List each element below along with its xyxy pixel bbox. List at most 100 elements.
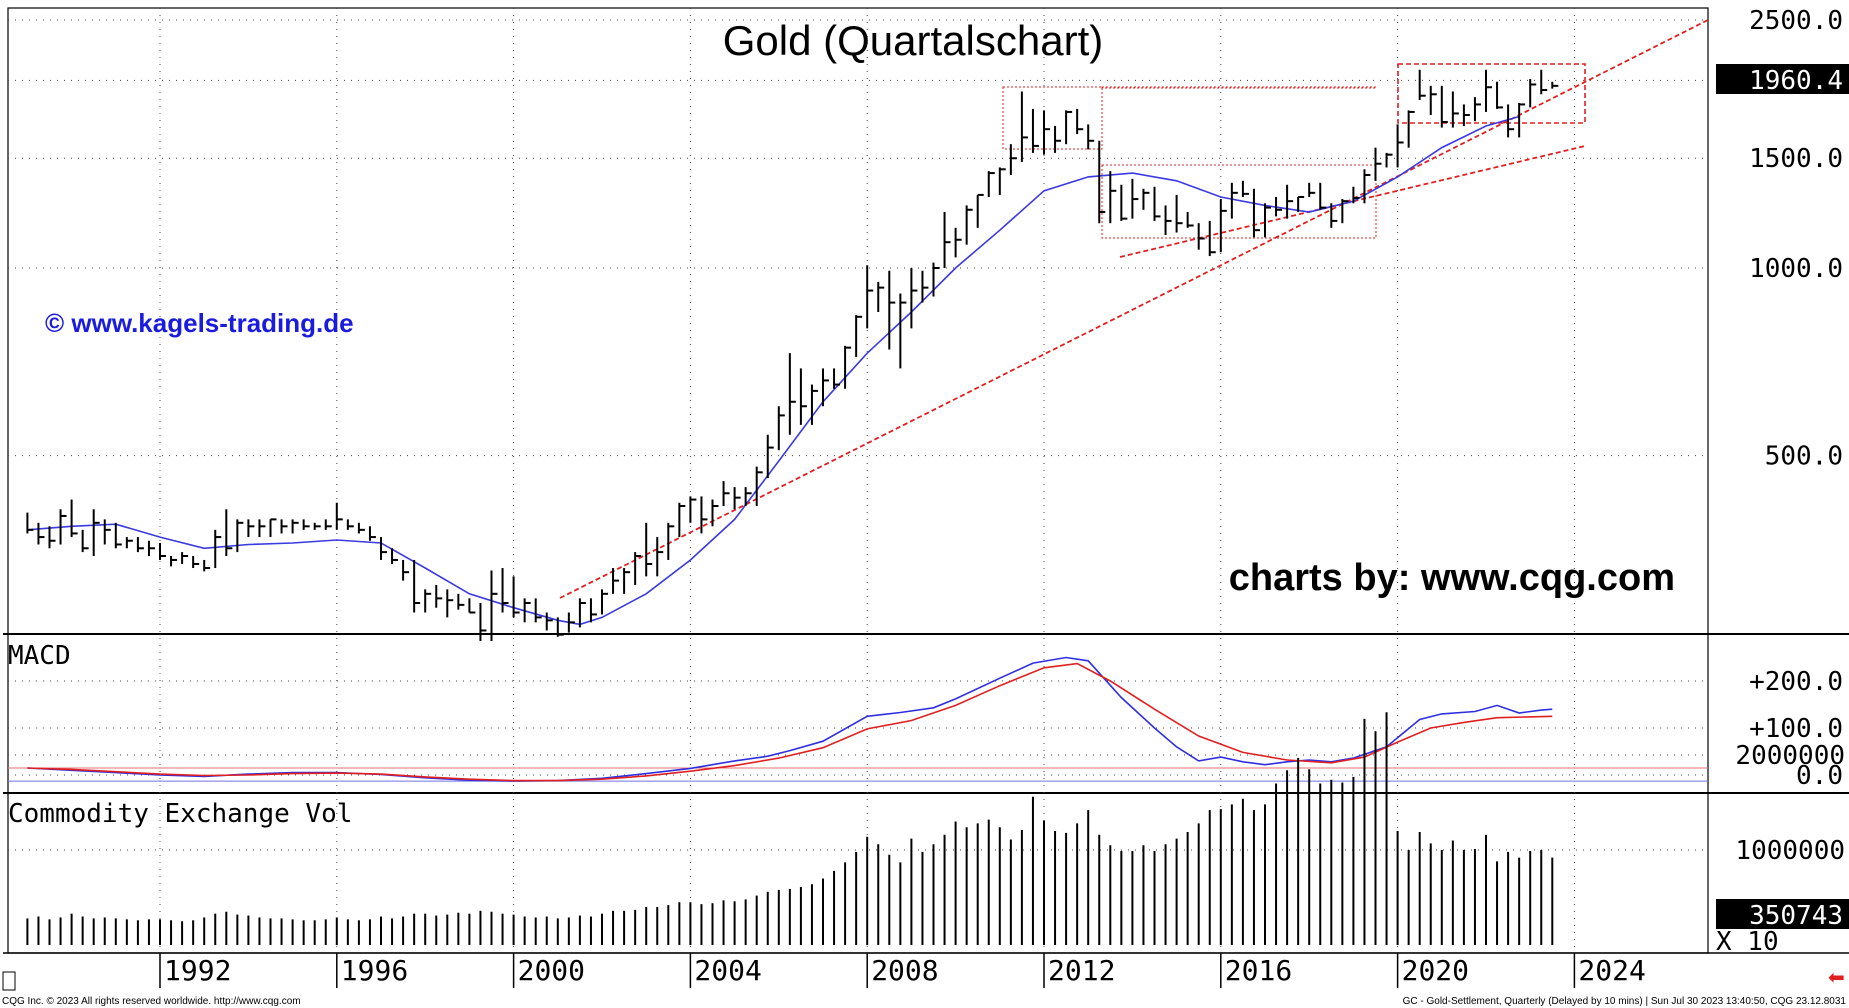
price-bar (26, 512, 34, 534)
price-bar (1551, 81, 1559, 89)
price-bar (844, 345, 852, 389)
price-bar (368, 526, 376, 541)
price-bar (1374, 147, 1382, 181)
scroll-right-arrow-icon[interactable]: ⬅ (1828, 965, 1845, 989)
trendlines (559, 19, 1709, 599)
current-range-box (1397, 63, 1586, 124)
price-bar (1429, 85, 1437, 115)
x-tick-label-2004: 2004 (694, 954, 761, 987)
price-bar (236, 519, 244, 553)
price-bar (545, 612, 553, 631)
price-bar (1529, 79, 1537, 108)
price-bar (324, 519, 332, 530)
price-bar (1462, 104, 1470, 126)
price-bar (1352, 186, 1360, 204)
price-bar (1451, 91, 1459, 128)
price-bar (799, 368, 807, 425)
price-bar (70, 499, 78, 538)
price-bar (1131, 178, 1139, 219)
price-bars-layer (26, 69, 1559, 642)
x-tick-label-2000: 2000 (518, 954, 585, 987)
macd-tick-0.0: 0.0 (1796, 761, 1843, 791)
price-bar (501, 568, 509, 613)
price-bar (998, 167, 1006, 195)
price-bar (623, 568, 631, 594)
price-bar (954, 227, 962, 258)
macd-tick-+200.0: +200.0 (1749, 667, 1843, 697)
price-bar (1540, 69, 1548, 95)
price-bar (921, 270, 929, 303)
price-bar (678, 502, 686, 538)
price-bar (943, 211, 951, 268)
price-bar (589, 598, 597, 623)
x-tick-label-2016: 2016 (1225, 954, 1292, 987)
price-bar (1043, 110, 1050, 155)
price-bar (1230, 182, 1238, 219)
price-bar (48, 526, 56, 549)
price-bar (147, 540, 155, 556)
price-bar (1341, 199, 1349, 224)
macd-tick-+100.0: +100.0 (1749, 714, 1843, 744)
price-bar (125, 537, 133, 549)
price-bar (92, 509, 100, 556)
price-bar (1407, 110, 1415, 148)
macd-layer (8, 656, 1708, 782)
footer-left: CQG Inc. © 2023 All rights reserved worl… (2, 996, 301, 1007)
price-bar (225, 509, 233, 556)
price-bar (81, 529, 89, 553)
price-bar (822, 368, 829, 407)
price-bar (634, 552, 642, 585)
volume-bars-layer (26, 712, 1554, 945)
price-bar (192, 556, 200, 569)
macd-signal-line (27, 662, 1553, 782)
price-bar (1031, 108, 1039, 153)
price-bar (1363, 169, 1371, 204)
price-bar (346, 519, 354, 530)
price-bar (711, 499, 719, 527)
price-bar (269, 518, 277, 538)
price-bar (1507, 104, 1515, 138)
consolidation-box (1101, 164, 1377, 239)
price-bar (1120, 184, 1128, 221)
price-bar (291, 519, 299, 534)
volume-panel-title: Commodity Exchange Vol (8, 799, 352, 829)
price-bar (258, 519, 266, 538)
price-bar (976, 193, 984, 228)
price-bar (645, 522, 653, 577)
price-bar (888, 270, 896, 350)
last-price-badge: 1960.4 (1716, 64, 1849, 96)
price-bar (457, 593, 465, 610)
price-bar (435, 584, 443, 608)
price-bar (855, 315, 863, 357)
x-tick-label-2024: 2024 (1578, 954, 1645, 987)
price-bar (810, 384, 818, 425)
price-bar (1087, 124, 1095, 150)
price-bar (468, 598, 476, 614)
x-tick-label-2012: 2012 (1048, 954, 1115, 987)
price-bar (313, 522, 321, 530)
x-tick-label-1992: 1992 (164, 954, 231, 987)
price-bar (534, 598, 542, 623)
scroll-handle[interactable] (2, 971, 16, 991)
last-volume-badge: 350743 (1716, 899, 1849, 931)
price-bar (335, 502, 343, 530)
price-bar (567, 612, 575, 633)
price-bar (1186, 211, 1194, 228)
price-bar (1252, 188, 1260, 238)
price-bar (446, 589, 454, 618)
price-bar (1153, 186, 1161, 221)
long-term-support-line (559, 19, 1709, 599)
price-bar (788, 353, 796, 435)
x-tick-label-2008: 2008 (871, 954, 938, 987)
price-bar (114, 522, 122, 549)
price-bar (170, 556, 178, 567)
range-box-2013 (1101, 86, 1377, 89)
price-bar (766, 434, 774, 479)
price-bar (755, 466, 763, 507)
price-bar (1009, 144, 1017, 175)
price-bar (1076, 108, 1084, 135)
price-bar (1308, 182, 1316, 197)
price-bar (1330, 203, 1338, 228)
moving-average-line (27, 115, 1520, 626)
